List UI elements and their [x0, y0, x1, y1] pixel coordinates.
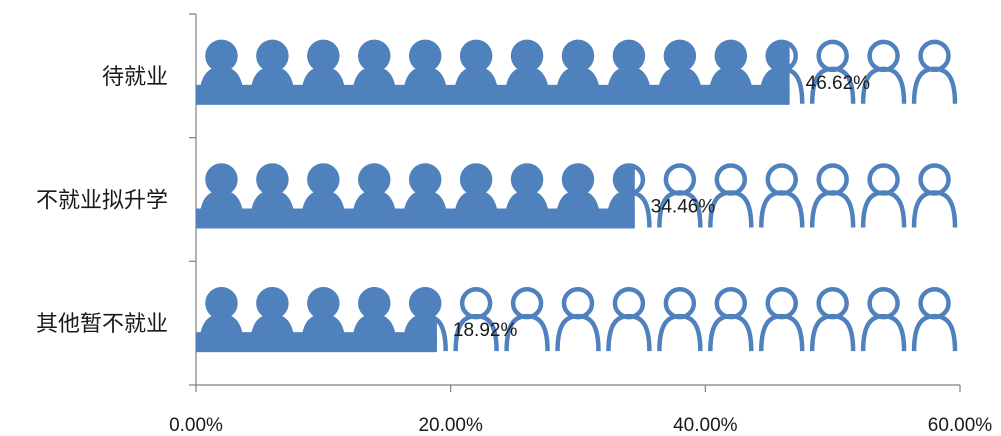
person-outline-icon: [710, 289, 751, 351]
category-label: 待就业: [102, 65, 168, 90]
person-icon: [302, 287, 344, 352]
x-tick-label: 0.00%: [169, 415, 223, 436]
person-icon: [353, 39, 395, 104]
person-outline-icon: [812, 166, 853, 228]
person-icon: [710, 39, 752, 104]
data-label: 46.62%: [806, 73, 871, 94]
category-label: 其他暂不就业: [36, 312, 168, 337]
person-outline-icon: [761, 166, 802, 228]
person-icon: [353, 163, 395, 228]
person-icon: [659, 39, 701, 104]
person-icon: [557, 163, 599, 228]
bar: [196, 163, 635, 229]
person-icon: [302, 163, 344, 228]
person-icon: [251, 39, 293, 104]
person-outline-icon: [863, 166, 904, 228]
person-icon: [404, 163, 446, 228]
person-icon: [251, 163, 293, 228]
person-icon: [302, 39, 344, 104]
person-icon: [608, 39, 650, 104]
x-tick-label: 60.00%: [928, 415, 993, 436]
person-icon: [557, 39, 599, 104]
person-icon: [200, 163, 242, 228]
data-label: 34.46%: [651, 197, 716, 218]
person-outline-icon: [558, 289, 599, 351]
person-outline-icon: [659, 289, 700, 351]
person-icon: [455, 39, 497, 104]
person-outline-icon: [608, 289, 649, 351]
bar: [196, 39, 790, 105]
bar-row: [196, 287, 955, 352]
category-label: 不就业拟升学: [36, 189, 168, 214]
person-icon: [455, 163, 497, 228]
bar: [196, 287, 437, 353]
x-tick-label: 20.00%: [418, 415, 483, 436]
person-outline-icon: [812, 289, 853, 351]
x-tick-label: 40.00%: [673, 415, 738, 436]
person-icon: [200, 287, 242, 352]
person-icon: [200, 39, 242, 104]
person-outline-icon: [863, 289, 904, 351]
person-icon: [353, 287, 395, 352]
person-outline-icon: [914, 42, 955, 104]
person-outline-icon: [761, 289, 802, 351]
person-icon: [506, 39, 548, 104]
bar-row: [196, 164, 955, 229]
person-outline-icon: [914, 289, 955, 351]
bar-row: [196, 40, 955, 105]
person-outline-icon: [710, 166, 751, 228]
data-label: 18.92%: [453, 320, 518, 341]
person-icon: [506, 163, 548, 228]
person-icon: [404, 39, 446, 104]
person-icon: [251, 287, 293, 352]
person-outline-icon: [914, 166, 955, 228]
